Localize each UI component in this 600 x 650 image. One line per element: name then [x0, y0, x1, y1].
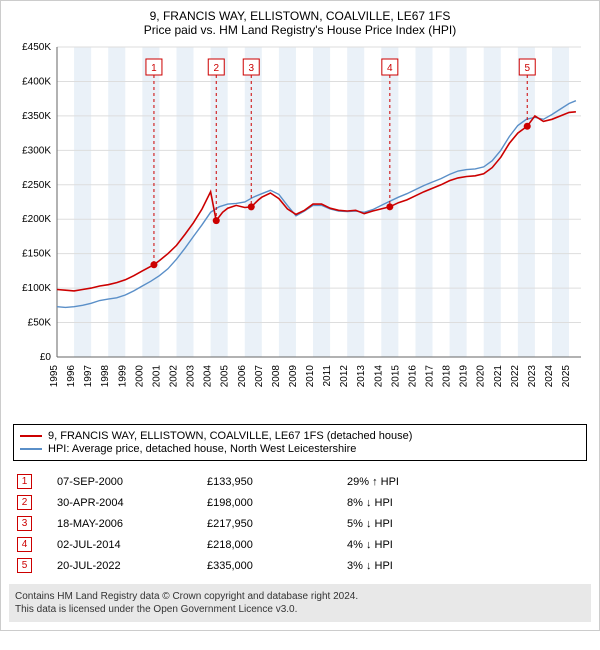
svg-text:2008: 2008 — [271, 365, 282, 388]
svg-text:£200K: £200K — [22, 214, 51, 225]
svg-text:2: 2 — [213, 63, 219, 74]
event-delta: 5% ↓ HPI — [343, 513, 587, 534]
legend-swatch-property — [20, 435, 42, 437]
svg-text:£100K: £100K — [22, 283, 51, 294]
event-price: £133,950 — [203, 471, 343, 492]
svg-text:2023: 2023 — [527, 365, 538, 388]
svg-text:1996: 1996 — [66, 365, 77, 388]
event-date: 20-JUL-2022 — [53, 555, 203, 576]
legend-swatch-hpi — [20, 448, 42, 450]
svg-text:2014: 2014 — [373, 365, 384, 388]
svg-text:2011: 2011 — [322, 365, 333, 387]
svg-text:£0: £0 — [40, 352, 52, 363]
svg-text:2010: 2010 — [305, 365, 316, 388]
event-date: 07-SEP-2000 — [53, 471, 203, 492]
chart: £0 £50K £100K £150K £200K £250K £300K £350K £400… — [9, 41, 591, 416]
footer-line1: Contains HM Land Registry data © Crown c… — [15, 590, 585, 603]
svg-text:2006: 2006 — [237, 365, 248, 388]
event-row: 5 20-JUL-2022£335,0003% ↓ HPI — [13, 555, 587, 576]
svg-text:1999: 1999 — [117, 365, 128, 388]
event-delta: 29% ↑ HPI — [343, 471, 587, 492]
event-row: 2 30-APR-2004£198,0008% ↓ HPI — [13, 492, 587, 513]
svg-text:£400K: £400K — [22, 76, 51, 87]
svg-text:£150K: £150K — [22, 249, 51, 260]
svg-text:2007: 2007 — [254, 365, 265, 388]
legend: 9, FRANCIS WAY, ELLISTOWN, COALVILLE, LE… — [13, 424, 587, 461]
svg-text:2004: 2004 — [203, 365, 214, 388]
svg-text:£350K: £350K — [22, 111, 51, 122]
svg-text:2000: 2000 — [134, 365, 145, 388]
legend-label-hpi: HPI: Average price, detached house, Nort… — [48, 443, 356, 455]
svg-text:2015: 2015 — [390, 365, 401, 388]
svg-text:2002: 2002 — [168, 365, 179, 388]
svg-text:2016: 2016 — [407, 365, 418, 388]
svg-text:2018: 2018 — [442, 365, 453, 388]
event-delta: 8% ↓ HPI — [343, 492, 587, 513]
svg-text:1: 1 — [151, 63, 157, 74]
event-row: 1 07-SEP-2000£133,95029% ↑ HPI — [13, 471, 587, 492]
event-price: £217,950 — [203, 513, 343, 534]
title-subtitle: Price paid vs. HM Land Registry's House … — [9, 23, 591, 37]
svg-text:2003: 2003 — [186, 365, 197, 388]
svg-text:2017: 2017 — [425, 365, 436, 388]
svg-text:2024: 2024 — [544, 365, 555, 388]
title-address: 9, FRANCIS WAY, ELLISTOWN, COALVILLE, LE… — [9, 9, 591, 23]
event-badge: 4 — [17, 537, 32, 552]
legend-row: 9, FRANCIS WAY, ELLISTOWN, COALVILLE, LE… — [20, 430, 580, 442]
event-row: 3 18-MAY-2006£217,9505% ↓ HPI — [13, 513, 587, 534]
svg-text:1997: 1997 — [83, 365, 94, 388]
event-row: 4 02-JUL-2014£218,0004% ↓ HPI — [13, 534, 587, 555]
svg-text:2013: 2013 — [356, 365, 367, 388]
chart-svg: £0 £50K £100K £150K £200K £250K £300K £350K £400… — [9, 41, 589, 411]
svg-text:2020: 2020 — [476, 365, 487, 388]
svg-text:2019: 2019 — [459, 365, 470, 388]
svg-text:2005: 2005 — [220, 365, 231, 388]
event-delta: 3% ↓ HPI — [343, 555, 587, 576]
event-badge: 5 — [17, 558, 32, 573]
event-badge: 3 — [17, 516, 32, 531]
svg-text:£250K: £250K — [22, 180, 51, 191]
svg-text:£300K: £300K — [22, 145, 51, 156]
event-date: 30-APR-2004 — [53, 492, 203, 513]
legend-label-property: 9, FRANCIS WAY, ELLISTOWN, COALVILLE, LE… — [48, 430, 412, 442]
title-block: 9, FRANCIS WAY, ELLISTOWN, COALVILLE, LE… — [9, 9, 591, 37]
legend-row: HPI: Average price, detached house, Nort… — [20, 443, 580, 455]
svg-text:4: 4 — [387, 63, 393, 74]
event-delta: 4% ↓ HPI — [343, 534, 587, 555]
event-badge: 1 — [17, 474, 32, 489]
event-badge: 2 — [17, 495, 32, 510]
svg-text:£450K: £450K — [22, 42, 51, 53]
footer-line2: This data is licensed under the Open Gov… — [15, 603, 585, 616]
svg-text:1998: 1998 — [100, 365, 111, 388]
event-date: 02-JUL-2014 — [53, 534, 203, 555]
figure-container: 9, FRANCIS WAY, ELLISTOWN, COALVILLE, LE… — [0, 0, 600, 631]
svg-text:2012: 2012 — [339, 365, 350, 388]
svg-text:2025: 2025 — [561, 365, 572, 388]
svg-text:5: 5 — [524, 63, 530, 74]
event-date: 18-MAY-2006 — [53, 513, 203, 534]
event-price: £198,000 — [203, 492, 343, 513]
svg-text:£50K: £50K — [28, 318, 52, 329]
svg-text:2022: 2022 — [510, 365, 521, 388]
svg-text:1995: 1995 — [49, 365, 60, 388]
svg-text:2021: 2021 — [493, 365, 504, 388]
events-table: 1 07-SEP-2000£133,95029% ↑ HPI 2 30-APR-200… — [13, 471, 587, 576]
event-price: £335,000 — [203, 555, 343, 576]
event-price: £218,000 — [203, 534, 343, 555]
svg-text:3: 3 — [248, 63, 254, 74]
svg-text:2001: 2001 — [151, 365, 162, 388]
footer: Contains HM Land Registry data © Crown c… — [9, 584, 591, 622]
svg-text:2009: 2009 — [288, 365, 299, 388]
